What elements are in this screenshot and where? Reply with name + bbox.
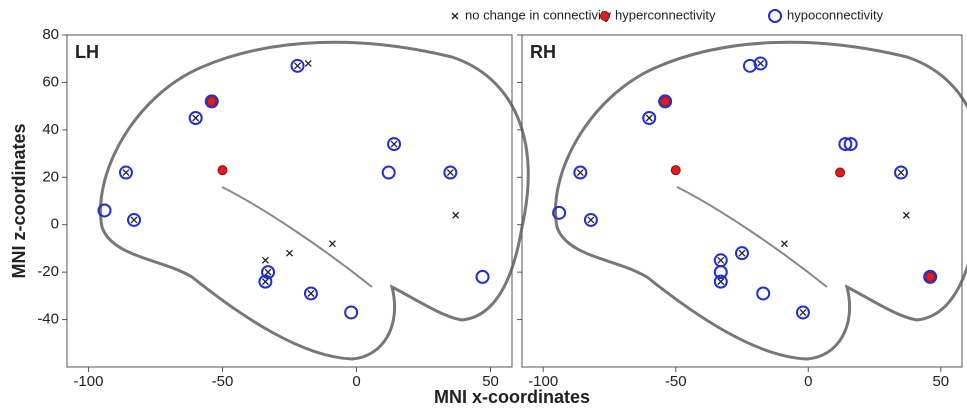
- point-open-circle: [290, 58, 305, 73]
- point-open-circle: [552, 205, 567, 220]
- point-open-circle: [894, 165, 909, 180]
- point-open-circle: [923, 269, 938, 284]
- y-tick-label: 20: [42, 168, 59, 185]
- legend-label: hyperconnectivity: [615, 7, 716, 22]
- point-open-circle: [204, 94, 219, 109]
- brain-outline: [553, 40, 967, 361]
- point-open-circle: [753, 56, 768, 71]
- point-x: [452, 211, 460, 219]
- point-open-circle: [261, 265, 276, 280]
- point-open-circle: [303, 286, 318, 301]
- point-filled-circle: [925, 271, 936, 282]
- point-open-circle: [583, 212, 598, 227]
- point-x: [897, 169, 905, 177]
- point-open-circle: [344, 305, 359, 320]
- legend-marker: [451, 12, 459, 20]
- point-x: [264, 268, 272, 276]
- point-x: [780, 240, 788, 248]
- panel: LH -100 -50 0 50 -40 -20 0 20 40 60 80: [37, 26, 530, 390]
- point-x: [576, 169, 584, 177]
- point-open-circle: [713, 265, 728, 280]
- point-x: [738, 249, 746, 257]
- point-open-circle: [118, 165, 133, 180]
- point-x: [717, 278, 725, 286]
- x-tick-label: -100: [73, 373, 103, 390]
- point-x: [446, 169, 454, 177]
- point-x: [294, 62, 302, 70]
- x-tick-label: 0: [804, 373, 812, 390]
- point-x: [587, 216, 595, 224]
- point-open-circle: [387, 137, 402, 152]
- panel-title: LH: [75, 42, 99, 62]
- point-open-circle: [642, 111, 657, 125]
- point-x: [307, 290, 315, 297]
- point-x: [304, 59, 312, 67]
- y-tick-label: -20: [37, 263, 59, 280]
- legend-label: hypoconnectivity: [787, 7, 884, 22]
- point-x: [122, 169, 130, 177]
- y-tick-label: 40: [42, 121, 59, 138]
- point-filled-circle: [217, 165, 228, 176]
- point-x: [130, 216, 138, 224]
- point-x: [261, 256, 269, 264]
- point-x: [261, 278, 269, 286]
- point-open-circle: [381, 165, 396, 180]
- point-x: [645, 114, 653, 122]
- legend-label: no change in connectivity: [465, 7, 611, 22]
- panel: RH -100 -50 0 50: [517, 34, 967, 390]
- point-open-circle: [838, 137, 853, 152]
- legend-marker: [600, 11, 610, 21]
- point-open-circle: [258, 274, 273, 289]
- point-open-circle: [658, 94, 673, 109]
- plot-frame: [66, 34, 513, 368]
- x-tick-label: -100: [528, 373, 558, 390]
- x-tick-label: 50: [932, 373, 949, 390]
- point-x: [286, 249, 293, 257]
- point-x: [902, 211, 910, 219]
- point-filled-circle: [206, 96, 217, 107]
- y-tick-label: 80: [42, 26, 59, 43]
- x-tick-label: -50: [665, 373, 687, 390]
- point-filled-circle: [835, 167, 846, 178]
- x-tick-label: 50: [482, 373, 499, 390]
- plot-frame: [521, 34, 963, 368]
- x-tick-label: 0: [352, 373, 360, 390]
- brain-outline: [98, 40, 530, 361]
- point-open-circle: [795, 305, 810, 320]
- legend: no change in connectivity hyperconnectivi…: [451, 7, 884, 23]
- point-open-circle: [127, 212, 142, 227]
- x-axis-title: MNI x-coordinates: [434, 387, 590, 407]
- point-filled-circle: [670, 165, 681, 176]
- y-axis-title: MNI z-coordinates: [9, 123, 29, 278]
- point-open-circle: [573, 165, 588, 180]
- point-open-circle: [735, 246, 749, 261]
- point-open-circle: [713, 274, 728, 289]
- y-tick-label: -40: [37, 311, 59, 328]
- point-filled-circle: [660, 96, 671, 107]
- point-x: [799, 308, 807, 316]
- panel-title: RH: [530, 42, 556, 62]
- point-open-circle: [443, 165, 458, 180]
- point-open-circle: [843, 137, 858, 152]
- point-open-circle: [475, 269, 490, 284]
- point-x: [390, 140, 398, 148]
- point-open-circle: [97, 203, 112, 218]
- x-tick-label: -50: [212, 373, 234, 390]
- point-x: [717, 256, 725, 264]
- y-tick-label: 0: [51, 216, 59, 233]
- point-x: [192, 114, 200, 122]
- point-x: [757, 59, 765, 67]
- y-tick-label: 60: [42, 73, 59, 90]
- legend-marker: [768, 9, 782, 23]
- point-open-circle: [188, 111, 203, 125]
- point-x: [328, 240, 336, 248]
- point-open-circle: [756, 286, 771, 301]
